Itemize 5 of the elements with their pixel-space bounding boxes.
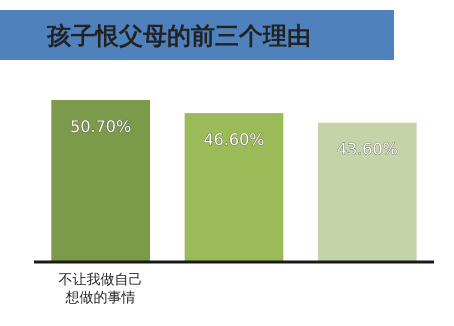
data-label: 50.70% [70,117,132,136]
data-label: 46.60% [203,130,265,150]
data-label: 43.60% [336,140,398,159]
x-tick-label: 不让我做自己想做的事情 [58,272,143,306]
chart-title: 孩子恨父母的前三个理由 [46,22,311,50]
